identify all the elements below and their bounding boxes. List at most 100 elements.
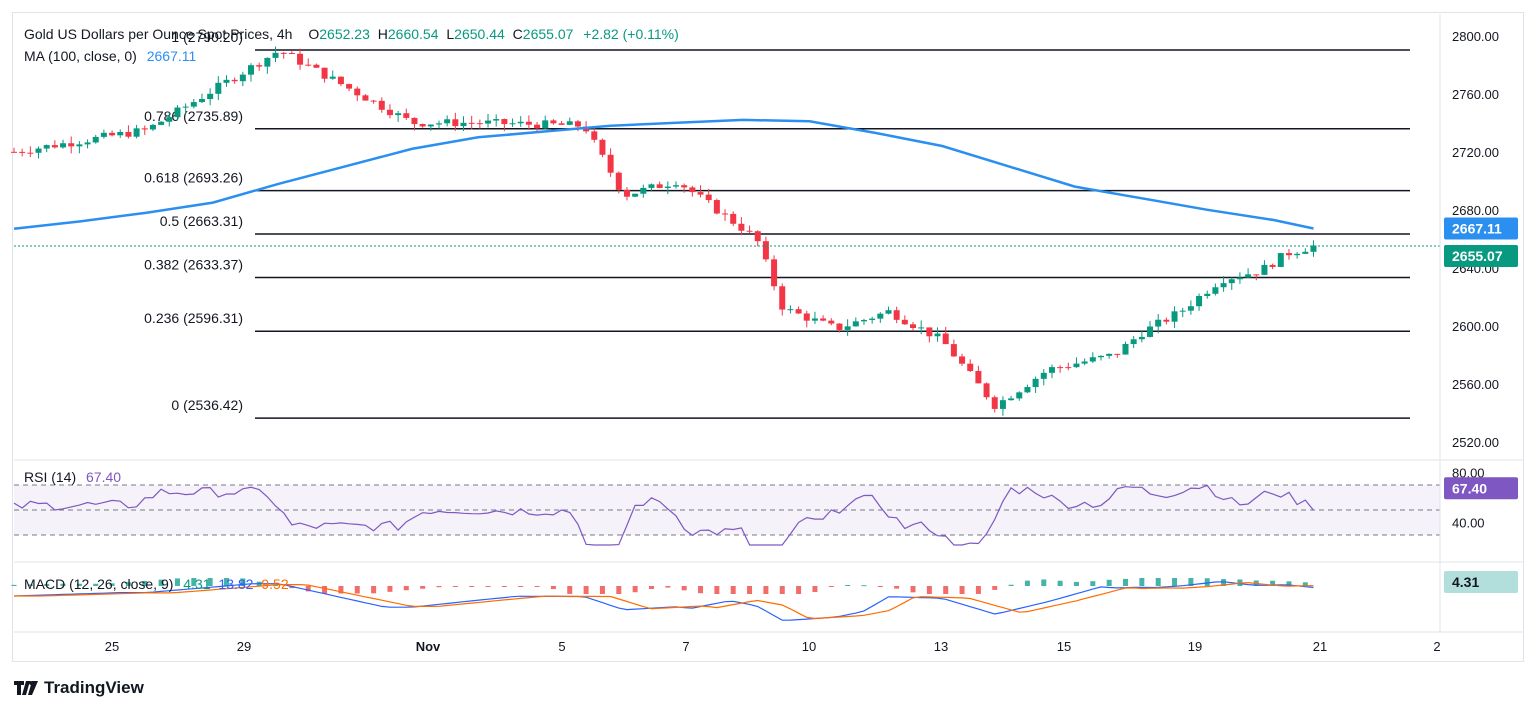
- candle-body: [256, 65, 263, 67]
- candle-body: [370, 100, 377, 102]
- candle-body: [1008, 398, 1015, 401]
- tradingview-logo[interactable]: TradingView: [14, 678, 144, 698]
- fib-label: 0.382 (2633.37): [144, 256, 243, 272]
- candle-body: [860, 319, 867, 322]
- candle-body: [182, 106, 189, 108]
- candle-body: [1114, 353, 1121, 355]
- candle-body: [779, 286, 786, 310]
- x-tick-label: 15: [1057, 639, 1071, 654]
- candle-body: [493, 119, 500, 121]
- candle-body: [198, 99, 205, 103]
- candle-body: [190, 102, 197, 107]
- candle-body: [967, 363, 974, 371]
- candle-body: [435, 123, 442, 125]
- candle-body: [1220, 283, 1227, 288]
- rsi-tick-label: 80.00: [1452, 466, 1485, 481]
- ma-legend: MA (100, close, 0) 2667.11: [24, 48, 196, 64]
- candle-body: [820, 318, 827, 321]
- macd-histogram-bar: [877, 586, 883, 587]
- candle-body: [1204, 293, 1211, 297]
- candle-body: [697, 192, 704, 195]
- candle-body: [632, 193, 639, 197]
- c-label: C: [512, 26, 523, 42]
- y-tick-label: 2760.00: [1452, 87, 1499, 102]
- candle-body: [60, 143, 67, 148]
- macd-histogram-bar: [469, 586, 475, 587]
- candle-body: [918, 327, 925, 329]
- candle-body: [959, 356, 966, 364]
- candle-body: [1065, 367, 1072, 369]
- candle-body: [297, 53, 304, 65]
- candle-body: [869, 318, 876, 320]
- rsi-pane: 80.00 40.00: [13, 459, 1524, 546]
- fib-layer: 1 (2790.20) 0.786 (2735.89) 0.618 (2693.26…: [144, 29, 1410, 419]
- macd-histogram-bar: [943, 586, 949, 594]
- macd-histogram-bar: [1221, 579, 1227, 586]
- y-tick-label: 2680.00: [1452, 203, 1499, 218]
- macd-histogram-bar: [44, 583, 50, 586]
- candle-body: [1253, 274, 1260, 276]
- rsi-value-tag-text: 67.40: [1452, 480, 1487, 496]
- candle-body: [1294, 253, 1301, 256]
- candle-body: [591, 131, 598, 140]
- candle-body: [1302, 251, 1309, 254]
- candle-body: [607, 154, 614, 173]
- candle-body: [574, 121, 581, 127]
- candle-body: [1147, 326, 1154, 337]
- candle-body: [950, 344, 957, 357]
- candle-body: [836, 323, 843, 330]
- macd-histogram-bar: [501, 586, 507, 587]
- macd-histogram-bar: [681, 586, 687, 591]
- macd-histogram-bar: [534, 586, 540, 587]
- macd-histogram-bar: [616, 586, 622, 594]
- low-value: 2650.44: [454, 26, 505, 42]
- candle-body: [174, 107, 181, 118]
- rsi-legend: RSI (14) 67.40: [24, 469, 121, 485]
- macd-hist-tag: 4.31: [1444, 571, 1518, 593]
- candle-body: [762, 241, 769, 260]
- fib-label: 0.618 (2693.26): [144, 170, 243, 186]
- candle-body: [1138, 336, 1145, 340]
- candle-body: [746, 230, 753, 232]
- macd-histogram-bar: [60, 583, 66, 586]
- x-tick-label: Nov: [416, 639, 441, 654]
- candle-body: [125, 132, 132, 137]
- macd-histogram-bar: [698, 586, 704, 594]
- macd-histogram-bar: [76, 583, 82, 586]
- candle-body: [550, 120, 557, 124]
- candle-body: [689, 187, 696, 193]
- candle-body: [509, 123, 516, 125]
- candle-body: [362, 95, 369, 101]
- candle-body: [1040, 372, 1047, 379]
- candle-body: [1171, 311, 1178, 322]
- macd-histogram-bar: [1057, 580, 1063, 586]
- macd-histogram-bar: [567, 586, 573, 594]
- candle-body: [501, 119, 508, 125]
- candle-body: [1122, 343, 1129, 355]
- candle-body: [76, 144, 83, 147]
- candle-body: [452, 119, 459, 127]
- candle-body: [926, 327, 933, 337]
- x-tick-label: 5: [558, 639, 565, 654]
- rsi-legend-label: RSI (14): [24, 469, 77, 485]
- candle-body: [1163, 319, 1170, 322]
- price-tags: 2667.11 2655.07 67.40 4.31: [1444, 217, 1518, 593]
- change-value: +2.82 (+0.11%): [583, 26, 679, 42]
- candle-body: [558, 123, 565, 125]
- candle-body: [934, 333, 941, 337]
- macd-histogram-bar: [1155, 578, 1161, 586]
- y-tick-label: 2800.00: [1452, 29, 1499, 44]
- candle-body: [468, 122, 475, 124]
- candle-body: [1057, 367, 1064, 369]
- candle-body: [313, 64, 320, 68]
- macd-histogram-bar: [1172, 578, 1178, 586]
- macd-histogram-bar: [1024, 580, 1030, 586]
- macd-histogram-bar: [420, 586, 426, 589]
- ma-price-tag-text: 2667.11: [1452, 221, 1502, 237]
- macd-histogram-bar: [518, 586, 524, 587]
- macd-pane: [11, 561, 1524, 621]
- candle-body: [207, 93, 214, 100]
- macd-histogram-bar: [371, 586, 377, 594]
- candle-body: [1106, 353, 1113, 356]
